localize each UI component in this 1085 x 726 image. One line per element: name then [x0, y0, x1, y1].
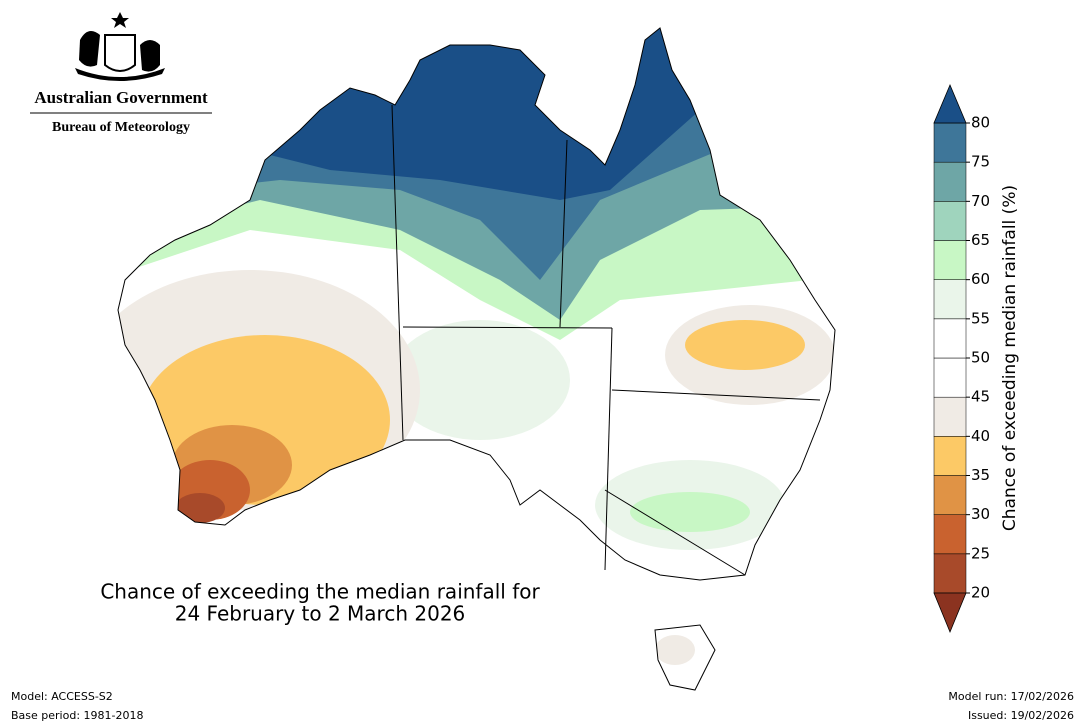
colorbar-tick-label: 20 — [971, 584, 990, 602]
colorbar-tick-label: 60 — [971, 270, 990, 288]
colorbar-tick-label: 40 — [971, 427, 990, 445]
rainfall-zone — [390, 320, 570, 440]
colorbar-tick-label: 35 — [971, 466, 990, 484]
crest — [75, 12, 165, 81]
issued: Issued: 19/02/2026 — [968, 709, 1074, 722]
base-period: Base period: 1981-2018 — [11, 709, 143, 722]
colorbar-segment — [933, 357, 967, 398]
rainfall-zone — [175, 493, 225, 523]
colorbar-tick-label: 55 — [971, 309, 990, 327]
rainfall-zone — [655, 635, 695, 665]
colorbar-segment — [933, 201, 967, 241]
colorbar-under — [933, 592, 967, 634]
rainfall-map — [118, 28, 835, 665]
colorbar-segment — [933, 122, 967, 163]
model-run: Model run: 17/02/2026 — [948, 690, 1074, 703]
rainfall-zone — [685, 320, 805, 370]
colorbar-over — [933, 83, 967, 124]
colorbar-segment — [933, 279, 967, 320]
colorbar-tick-label: 70 — [971, 192, 990, 210]
colorbar-segment — [933, 436, 967, 476]
colorbar-segment — [933, 514, 967, 555]
rainfall-zone — [630, 492, 750, 532]
government: Australian Government — [34, 88, 208, 107]
map-title: Chance of exceeding the median rainfall … — [100, 580, 540, 604]
colorbar: 20 25 30 35 40 45 50 55 60 65 70 75 80 — [933, 83, 990, 634]
colorbar-tick-label: 65 — [971, 231, 990, 249]
colorbar-segment — [933, 475, 967, 515]
state-borders — [391, 104, 821, 576]
colorbar-tick-label: 80 — [971, 114, 990, 132]
colorbar-segment — [933, 553, 967, 594]
agency: Bureau of Meteorology — [52, 120, 190, 135]
colorbar-segment — [933, 396, 967, 437]
colorbar-segment — [933, 240, 967, 280]
map-title: 24 February to 2 March 2026 — [175, 602, 466, 626]
colorbar-tick-label: 50 — [971, 349, 990, 367]
colorbar-tick-label: 30 — [971, 505, 990, 523]
colorbar-segment — [933, 161, 967, 202]
colorbar-tick-label: 75 — [971, 153, 990, 171]
colorbar-tick-label: 45 — [971, 388, 990, 406]
colorbar-label: Chance of exceeding median rainfall (%) — [1000, 185, 1020, 531]
colorbar-tick-label: 25 — [971, 544, 990, 562]
colorbar-segment — [933, 318, 967, 359]
model: Model: ACCESS-S2 — [11, 690, 113, 703]
